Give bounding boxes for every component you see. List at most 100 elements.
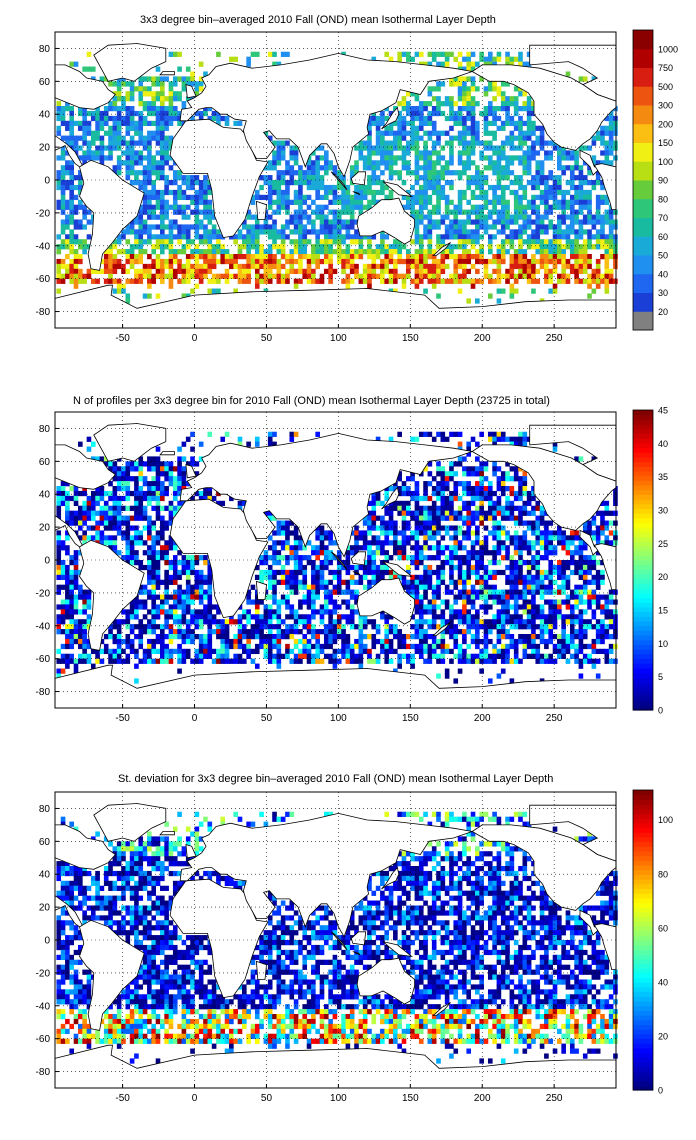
map-cell <box>185 244 191 250</box>
map-cell <box>518 560 523 566</box>
map-cell <box>86 589 92 595</box>
map-cell <box>518 180 523 186</box>
map-cell <box>500 209 506 215</box>
map-cell <box>129 219 135 225</box>
map-cell <box>513 189 519 196</box>
panel-title: N of profiles per 3x3 degree bin for 201… <box>73 395 550 407</box>
map-cell <box>134 500 139 507</box>
map-cell <box>371 170 377 176</box>
map-cell <box>112 540 118 546</box>
map-cell <box>319 550 325 556</box>
map-cell <box>401 150 407 156</box>
map-cell <box>487 594 493 600</box>
map-cell <box>578 219 584 225</box>
map-cell <box>168 106 174 112</box>
map-cell <box>362 204 368 210</box>
map-cell <box>129 466 135 472</box>
map-cell <box>69 604 74 610</box>
map-cell <box>414 481 420 487</box>
map-cell <box>513 515 519 521</box>
map-cell <box>427 599 433 605</box>
map-cell <box>509 244 515 250</box>
map-cell <box>440 500 446 507</box>
map-cell <box>371 175 377 181</box>
map-cell <box>142 584 148 590</box>
map-cell <box>155 446 161 452</box>
map-cell <box>513 579 519 585</box>
map-cell <box>280 579 286 585</box>
map-cell <box>535 150 541 156</box>
map-cell <box>453 115 459 122</box>
map-cell <box>496 535 502 541</box>
map-cell <box>367 160 372 166</box>
map-cell <box>578 229 584 235</box>
map-cell <box>548 574 554 581</box>
map-cell <box>509 500 515 507</box>
map-cell <box>557 564 562 571</box>
map-cell <box>172 589 178 595</box>
map-cell <box>155 115 161 122</box>
map-cell <box>587 520 592 526</box>
map-cell <box>125 278 131 284</box>
map-cell <box>323 555 329 561</box>
map-cell <box>116 500 122 507</box>
map-cell <box>311 545 316 551</box>
map-cell <box>388 170 394 176</box>
map-cell <box>60 481 66 487</box>
map-cell <box>272 234 277 240</box>
map-cell <box>427 160 433 166</box>
map-cell <box>69 234 74 240</box>
map-cell <box>393 540 398 546</box>
map-cell <box>479 209 484 215</box>
map-cell <box>449 564 454 571</box>
map-cell <box>561 194 566 201</box>
map-cell <box>155 194 161 201</box>
map-cell <box>272 545 277 551</box>
map-cell <box>548 189 554 196</box>
map-cell <box>380 515 385 521</box>
map-cell <box>147 486 152 492</box>
map-cell <box>509 589 515 595</box>
map-cell <box>82 244 87 250</box>
map-cell <box>129 461 135 467</box>
map-cell <box>444 209 450 215</box>
map-cell <box>513 234 519 240</box>
map-cell <box>557 219 562 225</box>
map-cell <box>138 273 144 279</box>
map-cell <box>371 490 377 497</box>
map-cell <box>155 165 161 171</box>
map-cell <box>591 560 597 566</box>
map-cell <box>410 278 415 284</box>
map-cell <box>121 515 126 521</box>
map-cell <box>263 214 269 220</box>
map-cell <box>613 244 618 250</box>
map-cell <box>531 579 536 585</box>
map-cell <box>418 278 424 284</box>
map-cell <box>125 110 131 117</box>
map-cell <box>259 194 264 201</box>
map-cell <box>311 180 316 186</box>
map-cell <box>315 214 320 220</box>
map-cell <box>272 51 277 57</box>
map-cell <box>552 564 558 571</box>
map-cell <box>522 584 528 590</box>
map-cell <box>462 239 467 245</box>
map-cell <box>362 278 368 284</box>
map-cell <box>591 564 597 571</box>
map-cell <box>168 268 174 275</box>
map-cell <box>526 510 532 516</box>
map-cell <box>397 155 402 161</box>
map-cell <box>539 530 545 536</box>
map-cell <box>116 106 122 112</box>
map-cell <box>531 199 536 205</box>
map-cell <box>177 234 182 240</box>
map-cell <box>500 431 506 437</box>
map-cell <box>198 456 204 462</box>
coastline <box>54 64 116 110</box>
map-cell <box>470 160 476 166</box>
map-cell <box>155 530 161 536</box>
map-cell <box>544 530 549 536</box>
map-cell <box>160 481 165 487</box>
map-cell <box>591 224 597 230</box>
map-cell <box>267 441 273 447</box>
